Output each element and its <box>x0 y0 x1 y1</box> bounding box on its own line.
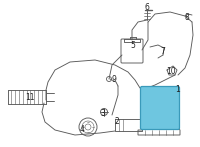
Text: 10: 10 <box>166 67 176 76</box>
Text: 8: 8 <box>185 14 189 22</box>
Text: 3: 3 <box>101 108 105 117</box>
Text: 1: 1 <box>176 86 180 95</box>
Text: 6: 6 <box>145 4 149 12</box>
Text: 4: 4 <box>80 126 84 135</box>
Text: 11: 11 <box>25 92 35 101</box>
FancyBboxPatch shape <box>140 86 180 130</box>
Text: 7: 7 <box>161 46 165 56</box>
Text: 2: 2 <box>115 117 119 127</box>
Text: 5: 5 <box>131 41 135 50</box>
Text: 9: 9 <box>112 76 116 85</box>
